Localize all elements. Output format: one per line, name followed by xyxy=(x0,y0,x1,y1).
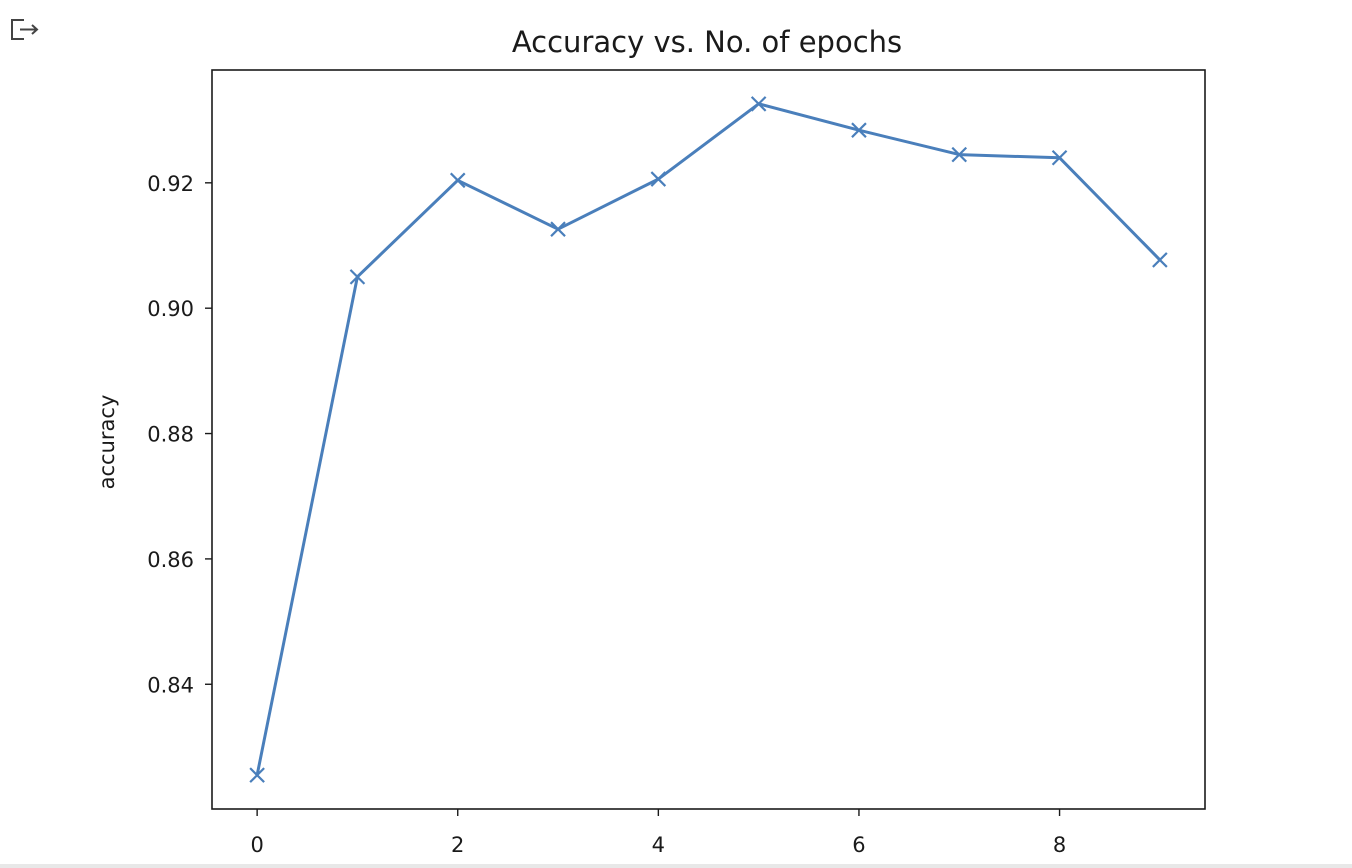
data-point-marker xyxy=(951,146,968,163)
data-point-marker xyxy=(851,122,867,138)
x-tick-label: 4 xyxy=(652,833,665,857)
y-axis-label: accuracy xyxy=(95,395,119,490)
x-tick-label: 2 xyxy=(451,833,464,857)
x-tick-label: 6 xyxy=(852,833,865,857)
data-point-marker xyxy=(550,221,566,237)
chart-title: Accuracy vs. No. of epochs xyxy=(512,25,902,59)
data-point-marker xyxy=(449,172,466,189)
data-point-marker xyxy=(750,96,767,112)
data-point-marker xyxy=(650,171,667,187)
x-tick-label: 8 xyxy=(1053,833,1066,857)
x-tick-label: 0 xyxy=(250,833,263,857)
output-arrow-icon[interactable] xyxy=(9,16,41,42)
series-layer xyxy=(249,96,1168,783)
data-point-marker xyxy=(1152,252,1168,268)
y-tick-label: 0.90 xyxy=(147,297,194,321)
x-axis-ticks: 0 2 4 6 8 xyxy=(250,809,1066,857)
y-tick-label: 0.84 xyxy=(147,673,194,697)
y-tick-label: 0.86 xyxy=(147,548,194,572)
data-point-marker xyxy=(249,767,265,783)
y-tick-label: 0.92 xyxy=(147,172,194,196)
data-point-marker xyxy=(1051,149,1068,166)
y-tick-label: 0.88 xyxy=(147,423,194,447)
data-point-marker xyxy=(349,269,366,285)
y-axis-ticks: 0.84 0.86 0.88 0.90 0.92 xyxy=(147,172,212,697)
series-line xyxy=(255,102,1161,776)
plot-frame xyxy=(211,69,1206,810)
bottom-divider xyxy=(0,864,1352,868)
